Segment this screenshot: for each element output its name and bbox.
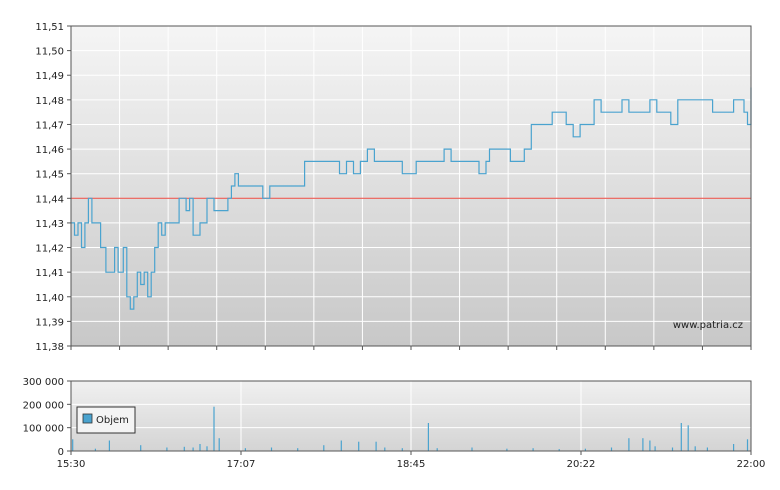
volume-bar: [72, 439, 74, 451]
price-y-tick-label: 11,51: [35, 22, 64, 33]
price-y-tick-label: 11,42: [35, 244, 64, 255]
volume-bar: [746, 439, 749, 451]
price-y-tick-label: 11,44: [35, 194, 64, 205]
price-y-tick-label: 11,38: [35, 342, 64, 353]
volume-bar: [94, 448, 96, 451]
x-tick-label: 22:00: [737, 459, 766, 470]
volume-bar: [375, 441, 377, 451]
price-y-tick-label: 11,46: [35, 145, 64, 156]
price-y-tick-label: 11,47: [35, 120, 64, 131]
volume-bar: [140, 445, 142, 451]
volume-bar: [471, 447, 473, 451]
price-panel: 11,38 11,39 11,40 11,41 11,42 11,43 11,44 11,45…: [35, 22, 752, 353]
volume-y-tick-label: 200 000: [23, 400, 64, 411]
volume-bar: [297, 448, 299, 451]
watermark-text: www.patria.cz: [673, 320, 743, 331]
legend-swatch-objem: [82, 413, 93, 424]
price-y-tick-label: 11,45: [35, 170, 64, 181]
price-y-tick-label: 11,48: [35, 96, 64, 107]
volume-bar: [506, 448, 508, 451]
volume-bar: [199, 444, 201, 451]
price-y-tick-label: 11,50: [35, 47, 64, 58]
volume-y-axis: 0 100 000 200 000 300 000: [23, 377, 71, 458]
volume-bar: [649, 440, 651, 451]
volume-bar: [166, 447, 168, 451]
volume-bar: [680, 423, 682, 451]
price-y-tick-label: 11,49: [35, 71, 64, 82]
volume-bar: [687, 425, 689, 451]
price-y-axis: 11,38 11,39 11,40 11,41 11,42 11,43 11,44 11,45…: [35, 22, 71, 353]
volume-bar: [532, 448, 534, 451]
volume-bar: [671, 447, 674, 451]
volume-bar: [192, 447, 194, 451]
price-y-tick-label: 11,41: [35, 268, 64, 279]
price-series-line: [71, 87, 752, 310]
volume-bar: [610, 447, 613, 451]
volume-bar: [706, 447, 708, 451]
volume-bar: [642, 438, 644, 451]
x-tick-label: 20:22: [567, 459, 596, 470]
volume-bar: [213, 406, 215, 451]
volume-bar: [401, 448, 403, 451]
x-tick-label: 15:30: [57, 459, 86, 470]
volume-bar: [584, 448, 586, 451]
volume-bar: [183, 446, 185, 451]
price-y-tick-label: 11,40: [35, 293, 64, 304]
volume-y-tick-label: 300 000: [23, 377, 64, 388]
volume-bar: [108, 440, 110, 451]
volume-y-tick-label: 100 000: [23, 424, 64, 435]
price-grid: [71, 25, 751, 347]
volume-bar: [733, 444, 735, 451]
volume-bar: [427, 423, 429, 451]
volume-bar: [270, 447, 273, 451]
price-y-tick-label: 11,43: [35, 219, 64, 230]
volume-bar: [340, 440, 342, 451]
volume-bar: [358, 441, 360, 451]
x-tick-label: 18:45: [397, 459, 426, 470]
volume-bar: [694, 446, 696, 451]
volume-bar: [323, 445, 325, 451]
price-y-tick-label: 11,39: [35, 317, 64, 328]
volume-bar: [384, 447, 386, 451]
volume-bar: [244, 448, 246, 451]
volume-bar: [436, 448, 438, 451]
volume-bar: [218, 438, 220, 451]
legend-label-objem: Objem: [96, 415, 129, 426]
volume-bars: [72, 406, 749, 451]
volume-panel: 0 100 000 200 000 300 000 15:30 17:07 18:45 20…: [23, 377, 766, 470]
legend: Objem: [76, 406, 136, 434]
volume-x-axis: 15:30 17:07 18:45 20:22 22:00: [57, 451, 766, 470]
volume-bar: [206, 446, 208, 451]
volume-bar: [628, 438, 630, 451]
volume-bar: [558, 449, 560, 451]
volume-bar: [654, 446, 656, 451]
price-x-tickmarks: [70, 346, 752, 350]
volume-y-tick-label: 0: [58, 447, 64, 458]
x-tick-label: 17:07: [227, 459, 256, 470]
